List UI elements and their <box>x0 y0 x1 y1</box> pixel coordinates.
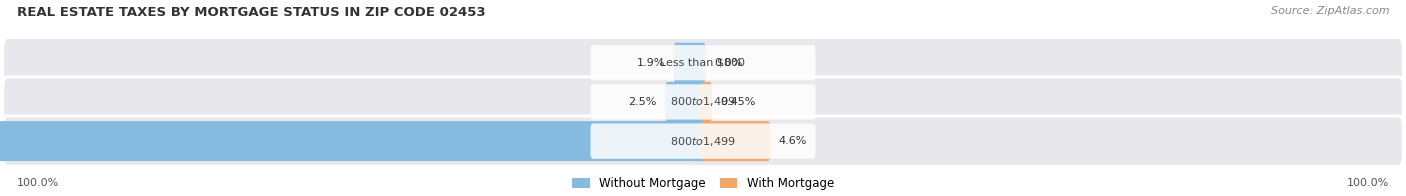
Text: 100.0%: 100.0% <box>1347 178 1389 188</box>
FancyBboxPatch shape <box>591 84 815 120</box>
Legend: Without Mortgage, With Mortgage: Without Mortgage, With Mortgage <box>572 177 834 190</box>
Text: 0.45%: 0.45% <box>721 97 756 107</box>
FancyBboxPatch shape <box>3 116 1403 166</box>
FancyBboxPatch shape <box>665 82 706 122</box>
FancyBboxPatch shape <box>673 43 706 83</box>
Text: $800 to $1,499: $800 to $1,499 <box>671 135 735 148</box>
Text: REAL ESTATE TAXES BY MORTGAGE STATUS IN ZIP CODE 02453: REAL ESTATE TAXES BY MORTGAGE STATUS IN … <box>17 6 485 19</box>
Text: 1.9%: 1.9% <box>637 58 665 68</box>
Text: 2.5%: 2.5% <box>628 97 657 107</box>
FancyBboxPatch shape <box>0 121 706 161</box>
FancyBboxPatch shape <box>700 121 770 161</box>
FancyBboxPatch shape <box>3 77 1403 127</box>
Text: 0.0%: 0.0% <box>714 58 742 68</box>
FancyBboxPatch shape <box>591 123 815 159</box>
Text: Source: ZipAtlas.com: Source: ZipAtlas.com <box>1271 6 1389 16</box>
FancyBboxPatch shape <box>591 45 815 80</box>
FancyBboxPatch shape <box>3 38 1403 88</box>
Text: 100.0%: 100.0% <box>17 178 59 188</box>
Text: Less than $800: Less than $800 <box>661 58 745 68</box>
Text: $800 to $1,499: $800 to $1,499 <box>671 95 735 108</box>
Text: 4.6%: 4.6% <box>779 136 807 146</box>
FancyBboxPatch shape <box>700 82 713 122</box>
